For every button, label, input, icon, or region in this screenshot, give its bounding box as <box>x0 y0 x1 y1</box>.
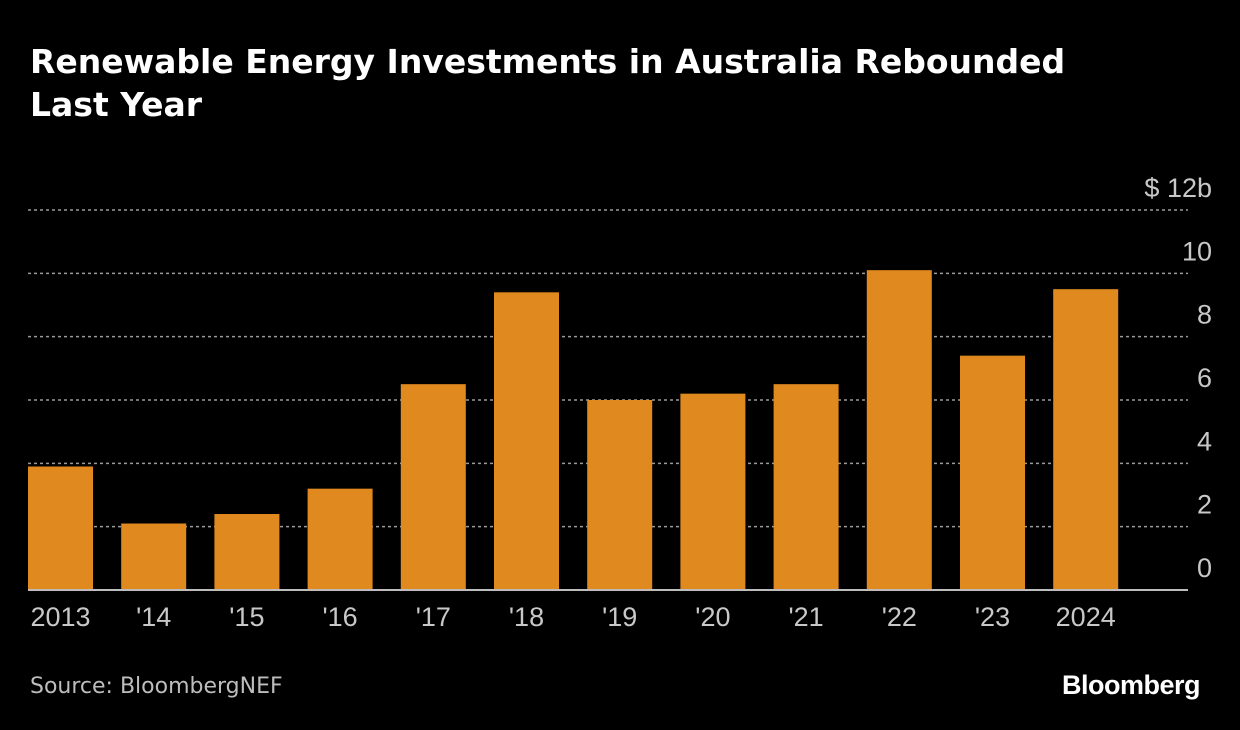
x-tick-label: '17 <box>416 602 451 632</box>
bar <box>121 523 187 590</box>
y-tick-label: 2 <box>1197 490 1212 520</box>
x-tick-label: '16 <box>323 602 358 632</box>
bar <box>960 355 1025 590</box>
x-tick-label: '14 <box>136 602 171 632</box>
x-tick-label: '20 <box>695 602 730 632</box>
x-tick-label: '21 <box>789 602 824 632</box>
x-tick-label: 2013 <box>30 602 90 632</box>
source-note: Source: BloombergNEF <box>30 674 283 699</box>
y-tick-label: $ 12b <box>1144 173 1212 203</box>
bar <box>1053 289 1119 590</box>
x-axis-ticks: 2013 '14 '15 '16 '17 '18 '19 '20 '21 '22 '23 2024 <box>30 602 1115 632</box>
x-tick-label: '22 <box>882 602 917 632</box>
bar <box>307 488 373 590</box>
x-tick-label: 2024 <box>1056 602 1116 632</box>
bloomberg-logo: Bloomberg <box>1061 670 1201 700</box>
y-tick-label: 6 <box>1197 363 1212 393</box>
x-tick-label: '15 <box>229 602 264 632</box>
x-tick-label: '18 <box>509 602 544 632</box>
bar <box>773 384 839 590</box>
bar <box>587 400 653 590</box>
bar <box>28 466 93 590</box>
bar <box>866 270 932 590</box>
y-axis-ticks: 0 2 4 6 8 10 $ 12b <box>1144 173 1212 583</box>
x-tick-label: '23 <box>975 602 1010 632</box>
bar <box>494 292 559 590</box>
y-tick-label: 0 <box>1197 553 1212 583</box>
bars <box>28 270 1119 590</box>
bar <box>400 384 466 590</box>
bar <box>680 393 746 590</box>
x-tick-label: '19 <box>602 602 637 632</box>
bar <box>214 514 280 590</box>
y-tick-label: 4 <box>1197 426 1212 456</box>
y-tick-label: 10 <box>1182 236 1212 266</box>
y-tick-label: 8 <box>1197 300 1212 330</box>
chart-title: Renewable Energy Investments in Australi… <box>30 42 1066 124</box>
